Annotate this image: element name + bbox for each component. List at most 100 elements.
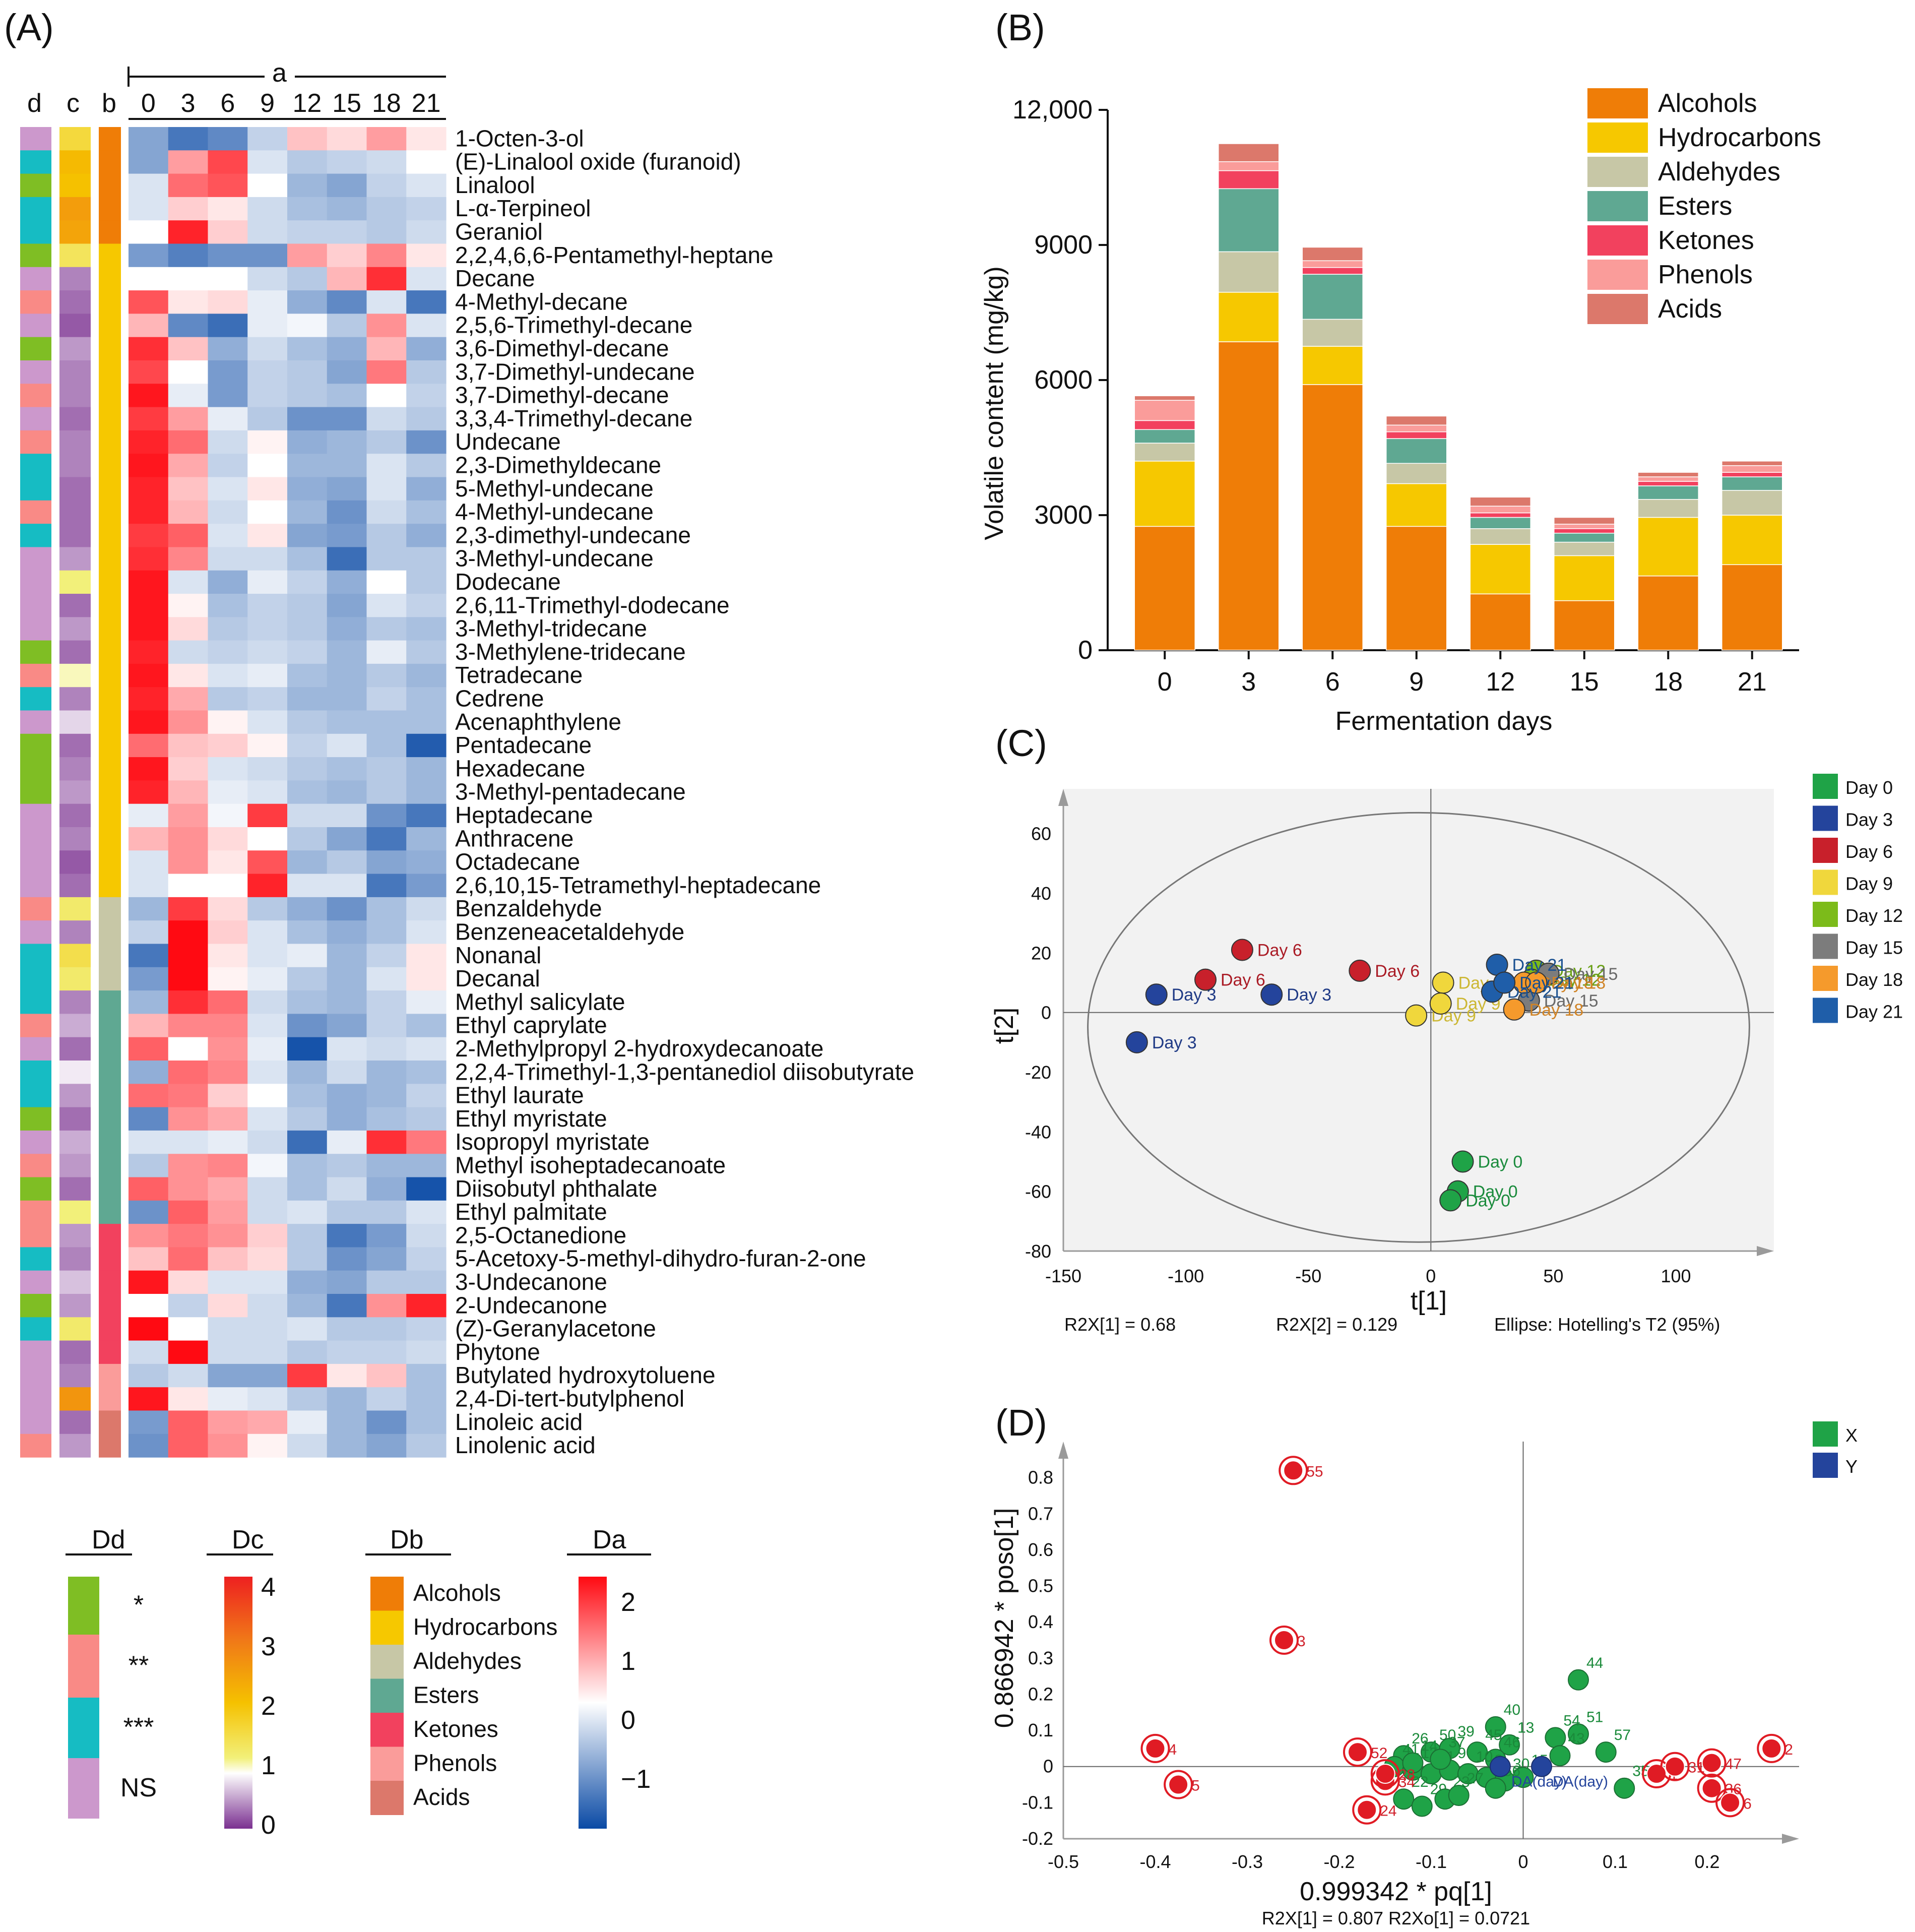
significance-cell	[20, 290, 51, 314]
heatmap-cell	[129, 454, 169, 478]
bar-segment-esters	[1218, 188, 1280, 253]
bar-segment-phenols	[1470, 506, 1531, 514]
pca-point-label: Day 15	[1544, 991, 1599, 1011]
significance-cell	[20, 897, 51, 921]
pca-legend: Day 0 Day 3 Day 6 Day 9 Day 12 Day 15 Day 18 Da…	[1813, 774, 1903, 1023]
opls-outlier-ring	[1164, 1770, 1193, 1799]
heatmap-cell	[129, 594, 169, 617]
opls-x-tick-label: -0.4	[1139, 1851, 1171, 1872]
heatmap-cell	[247, 1410, 288, 1435]
heatmap-cell	[327, 640, 367, 664]
compound-label: 2,3-dimethyl-undecane	[455, 522, 691, 548]
opls-outlier-label: 24	[1380, 1803, 1396, 1820]
class-cell	[99, 967, 121, 991]
pca-point-label: Day 3	[1287, 985, 1331, 1005]
significance-cell	[20, 1084, 51, 1108]
heatmap-cell	[327, 874, 367, 898]
compound-label: Ethyl myristate	[455, 1105, 607, 1132]
pca-legend-label: Day 6	[1845, 841, 1893, 862]
opls-x-point	[1545, 1727, 1566, 1749]
bar-segment-esters	[1470, 517, 1531, 529]
heatmap-cell	[168, 874, 209, 898]
heatmap-cell	[168, 1410, 209, 1435]
pca-point	[1194, 968, 1217, 991]
heatmap-cell	[327, 1294, 367, 1318]
pca-point-label: Day 21	[1512, 956, 1567, 975]
day-column-label: 15	[332, 89, 361, 118]
heatmap-cell	[406, 127, 446, 151]
heatmap-cell	[247, 663, 288, 688]
fold-change-cell	[59, 944, 91, 968]
heatmap-cell	[208, 920, 248, 945]
heatmap-cell	[406, 1363, 446, 1388]
heatmap-cell	[327, 197, 367, 221]
significance-cell	[20, 944, 51, 968]
heatmap-cell	[247, 173, 288, 198]
heatmap-cell	[168, 1037, 209, 1061]
heatmap-cell	[129, 290, 169, 314]
opls-outlier-point	[1701, 1778, 1722, 1798]
class-cell	[99, 1084, 121, 1108]
opls-outlier-ring	[1715, 1788, 1745, 1818]
significance-cell	[20, 500, 51, 524]
heatmap-cell	[327, 1434, 367, 1458]
class-cell	[99, 710, 121, 734]
heatmap-cell	[168, 1270, 209, 1294]
heatmap-cell	[366, 524, 407, 547]
heatmap-cell	[406, 267, 446, 291]
panel-b: (B) Volatile content (mg/kg) Fermentatio…	[980, 7, 1821, 736]
heatmap-cell	[406, 430, 446, 454]
opls-outlier-point	[1357, 1799, 1377, 1820]
opls-x-point	[1466, 1741, 1488, 1763]
heatmap-cell	[129, 524, 169, 547]
heatmap-cell	[366, 290, 407, 314]
compound-label: Heptadecane	[455, 802, 593, 828]
heatmap-cell	[406, 337, 446, 361]
heatmap-cell	[366, 1200, 407, 1224]
pca-legend-label: Day 18	[1845, 969, 1903, 990]
bar-segment-esters	[1134, 429, 1195, 444]
significance-cell	[20, 430, 51, 454]
heatmap-cell	[366, 570, 407, 594]
heatmap-cell	[247, 1317, 288, 1341]
compound-label: Tetradecane	[455, 662, 583, 688]
class-cell	[99, 127, 121, 151]
heatmap-cell	[129, 384, 169, 408]
heatmap-cell	[168, 1363, 209, 1388]
pca-y-arrow	[1058, 789, 1068, 806]
heatmap-cell	[129, 1410, 169, 1435]
compound-label: 3-Methyl-undecane	[455, 545, 654, 572]
opls-x-point	[1549, 1745, 1571, 1767]
heatmap-annotation-tracks	[20, 127, 121, 1458]
heatmap-cell	[406, 780, 446, 804]
heatmap-cell	[208, 803, 248, 828]
opls-outlier-point	[1145, 1738, 1166, 1759]
heatmap-cell	[287, 477, 328, 501]
heatmap-cell	[247, 430, 288, 454]
significance-cell	[20, 407, 51, 431]
heatmap-cell	[247, 243, 288, 268]
fold-change-cell	[59, 1177, 91, 1201]
legend-dc: Dc 4 3 2 1 0	[207, 1525, 276, 1840]
heatmap-cell	[406, 967, 446, 991]
class-cell	[99, 267, 121, 291]
compound-label: Nonanal	[455, 942, 541, 968]
fold-change-cell	[59, 967, 91, 991]
heatmap-cell	[366, 1154, 407, 1178]
heatmap-cell	[327, 384, 367, 408]
class-cell	[99, 243, 121, 268]
heatmap-cell	[208, 1363, 248, 1388]
heatmap-day-labels: 0 3 6 9 12 15 18 21	[141, 89, 441, 118]
opls-outlier-ring	[1352, 1795, 1382, 1825]
class-cell	[99, 687, 121, 711]
class-cell	[99, 663, 121, 688]
compound-label: 3-Methylene-tridecane	[455, 639, 686, 665]
heatmap-cell	[327, 710, 367, 734]
heatmap-cell	[208, 197, 248, 221]
heatmap-cell	[247, 337, 288, 361]
opls-legend-swatch	[1813, 1421, 1838, 1447]
heatmap-cell	[406, 1177, 446, 1201]
class-cell	[99, 1224, 121, 1248]
heatmap-cell	[406, 874, 446, 898]
